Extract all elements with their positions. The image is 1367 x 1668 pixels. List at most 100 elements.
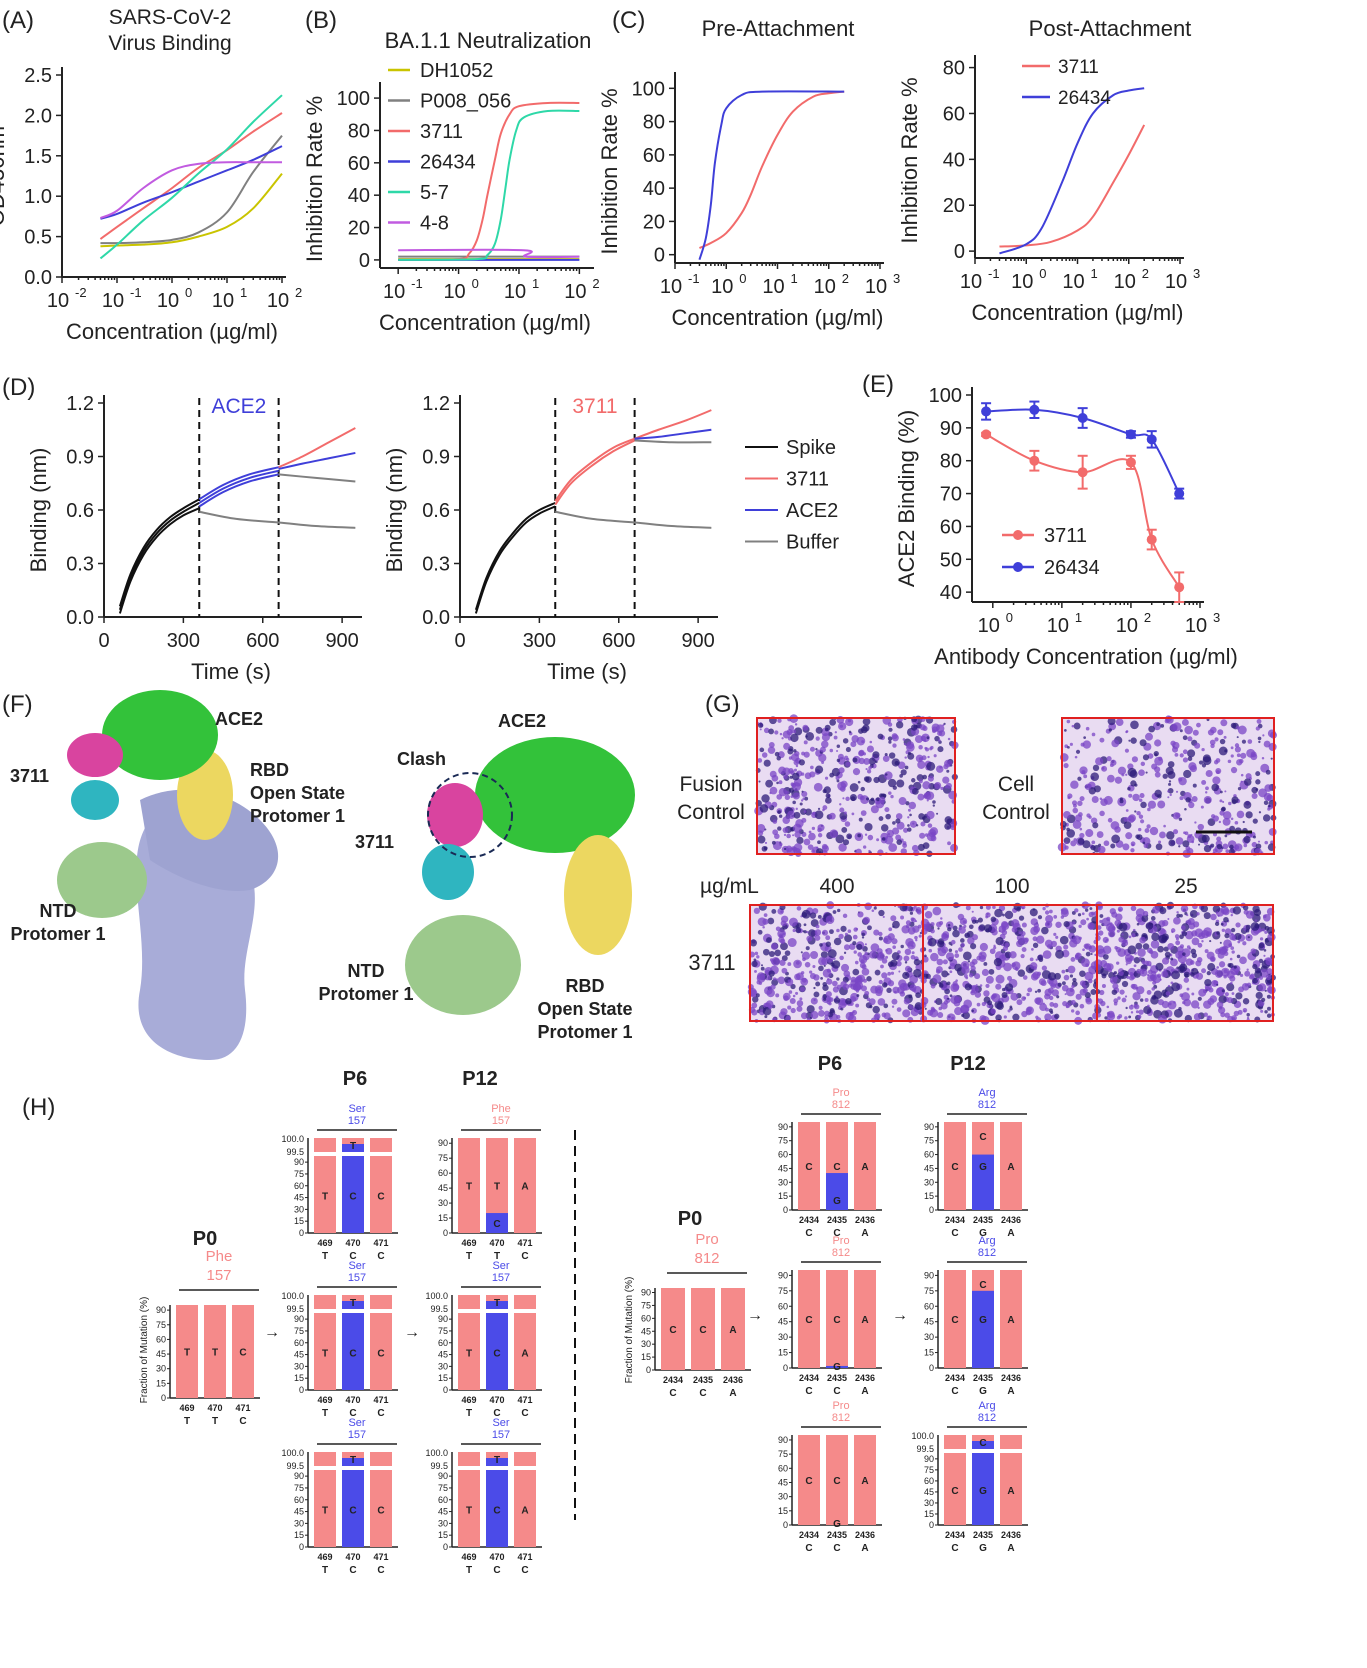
cell-dot — [1242, 941, 1247, 946]
cell-dot — [1130, 1011, 1134, 1014]
cell-dot — [1167, 770, 1176, 779]
cell-dot — [1002, 913, 1005, 917]
cell-dot — [1262, 814, 1271, 822]
panel-letter: (B) — [305, 7, 337, 34]
bar-reference — [1000, 1270, 1022, 1368]
amino-acid-label: Arg — [978, 1235, 995, 1247]
cell-dot — [1061, 981, 1066, 986]
bar-nucleotide-label: T — [184, 1348, 190, 1359]
x-tick-exponent: 1 — [791, 271, 798, 286]
cell-dot — [1231, 992, 1235, 995]
nucleotide-position: 471 — [517, 1238, 532, 1248]
cell-dot — [865, 767, 868, 771]
cell-dot — [768, 951, 775, 958]
cell-dot — [888, 740, 892, 744]
cell-dot — [801, 909, 811, 919]
cell-dot — [1055, 949, 1065, 959]
cell-dot — [912, 822, 915, 825]
tile-3711-25 — [1093, 901, 1276, 1024]
cell-dot — [1020, 954, 1025, 959]
bar-reference — [204, 1305, 226, 1398]
amino-acid-label: Phe — [491, 1103, 511, 1115]
left-p12-2: 9075604530150100.099.5Ser157T469TCT470CA… — [425, 1417, 542, 1576]
cell-dot — [845, 796, 850, 802]
cell-dot — [1150, 916, 1156, 921]
cell-dot — [1117, 996, 1121, 1000]
cell-dot — [820, 951, 828, 959]
mini-tick-label: 45 — [778, 1477, 788, 1487]
cell-dot — [994, 908, 1003, 918]
rbd-label: Open State — [250, 783, 345, 803]
mini-tick-label: 60 — [778, 1463, 788, 1473]
cell-dot — [815, 924, 820, 929]
cell-dot — [1230, 754, 1234, 758]
series-line — [699, 90, 845, 249]
nucleotide-base: C — [377, 1251, 384, 1262]
y-tick-label: 60 — [943, 103, 965, 125]
cell-dot — [781, 737, 784, 740]
cell-dot — [1197, 1006, 1200, 1009]
x-tick-label: 10 — [814, 276, 836, 298]
cell-dot — [886, 987, 892, 993]
cell-dot — [1202, 754, 1211, 763]
x-tick-exponent: 2 — [295, 285, 302, 300]
stage-title: P6 — [343, 1068, 367, 1090]
cell-dot — [1101, 983, 1106, 988]
cell-dot — [1090, 952, 1093, 956]
cell-dot — [1237, 786, 1242, 791]
rbd-label: RBD — [250, 760, 289, 780]
cell-dot — [1119, 799, 1124, 804]
cell-dot — [778, 766, 787, 775]
cell-dot — [813, 991, 820, 998]
nucleotide-position: 470 — [207, 1403, 222, 1413]
cell-dot — [1116, 1015, 1121, 1020]
cell-dot — [1130, 720, 1139, 730]
cell-dot — [1083, 736, 1087, 739]
cell-dot — [775, 978, 779, 981]
amino-acid-position: 812 — [832, 1247, 850, 1259]
bar-reference — [514, 1295, 536, 1390]
cell-dot — [928, 977, 931, 980]
bar-reference — [514, 1452, 536, 1547]
cell-dot — [1123, 821, 1132, 830]
cell-dot — [1126, 975, 1130, 979]
cell-dot — [859, 962, 866, 969]
cell-dot — [1259, 975, 1263, 980]
mini-tick-label: 0 — [299, 1385, 304, 1395]
cell-dot — [888, 927, 893, 932]
mini-tick-label: 30 — [924, 1177, 934, 1187]
cell-dot — [786, 729, 793, 736]
cell-dot — [904, 948, 912, 956]
cell-dot — [908, 1003, 911, 1006]
cell-dot — [1029, 957, 1034, 962]
cell-dot — [935, 998, 943, 1006]
amino-acid-position: 157 — [492, 1429, 510, 1441]
bar-reference — [458, 1138, 480, 1233]
nucleotide-base: A — [729, 1388, 736, 1399]
cell-dot — [1255, 779, 1261, 785]
cell-dot — [1184, 807, 1187, 811]
mini-tick-label: 75 — [438, 1326, 448, 1336]
axis-break-gap — [313, 1466, 337, 1470]
x-tick-label: 300 — [167, 630, 200, 652]
cell-dot — [804, 808, 812, 816]
cell-dot — [971, 919, 977, 924]
cell-dot — [1205, 786, 1209, 791]
cell-dot — [1086, 813, 1091, 818]
cell-dot — [978, 955, 986, 963]
ace2-label: ACE2 — [498, 711, 546, 731]
cell-dot — [947, 923, 951, 927]
cell-dot — [876, 838, 880, 842]
cell-dot — [1113, 998, 1119, 1004]
cell-dot — [1091, 840, 1096, 845]
cell-dot — [902, 841, 907, 846]
bar-nucleotide-label: C — [805, 1315, 812, 1326]
cell-dot — [1229, 844, 1234, 850]
cell-dot — [1184, 930, 1194, 940]
nucleotide-position: 2434 — [663, 1375, 683, 1385]
cell-dot — [1198, 988, 1207, 997]
nucleotide-position: 2434 — [799, 1373, 819, 1383]
cell-dot — [1140, 819, 1145, 824]
cell-dot — [1044, 920, 1053, 929]
cell-dot — [799, 802, 803, 806]
